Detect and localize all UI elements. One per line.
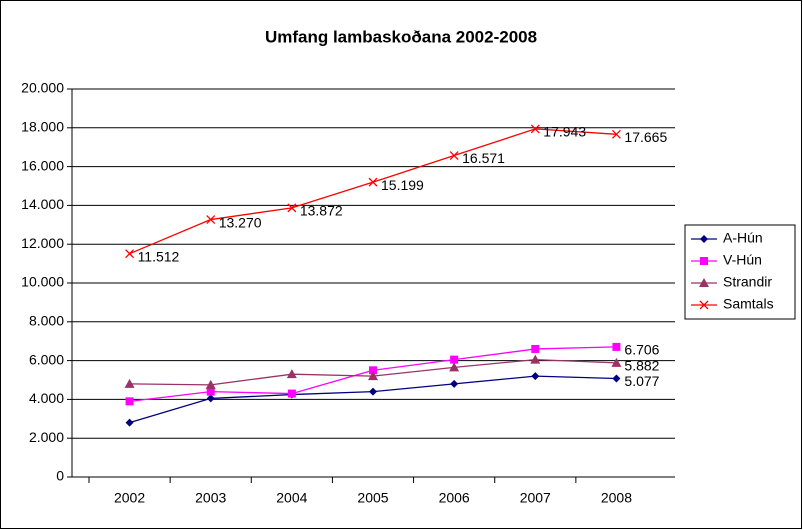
marker [700,257,708,265]
data-label: 15.199 [381,177,424,193]
marker [531,344,540,353]
data-label: 5.077 [624,373,659,389]
y-tick-label: 2.000 [29,429,64,445]
marker [287,389,296,398]
legend-label: Samtals [723,296,774,312]
y-tick-label: 14.000 [21,196,64,212]
x-tick-label: 2005 [357,490,388,506]
legend-label: V-Hún [723,252,762,268]
marker [286,369,297,379]
marker [612,342,621,351]
marker [368,177,378,187]
marker [449,151,459,160]
marker [287,203,297,213]
marker [206,215,216,225]
marker [530,124,540,134]
marker [369,366,377,375]
data-label: 16.571 [462,150,505,166]
data-label: 13.270 [219,214,262,230]
marker [125,418,134,427]
marker [206,394,215,403]
marker [125,397,134,406]
y-tick-label: 8.000 [29,313,64,329]
x-tick-label: 2004 [276,490,307,506]
x-tick-label: 2006 [439,490,470,506]
data-label: 11.512 [138,248,180,264]
marker [612,374,621,383]
y-tick-label: 4.000 [29,390,64,406]
y-tick-label: 6.000 [29,351,64,367]
marker [531,372,540,381]
marker [450,355,459,364]
y-tick-label: 20.000 [21,80,64,96]
marker [368,371,378,381]
y-tick-label: 10.000 [21,274,64,290]
data-label: 5.882 [624,358,659,374]
x-tick-label: 2008 [601,490,632,506]
data-label: 17.665 [624,129,667,145]
marker [530,354,541,364]
legend-label: A-Hún [723,230,763,246]
marker [611,129,621,139]
x-tick-label: 2002 [114,490,145,506]
y-tick-label: 16.000 [21,157,64,173]
legend-label: Strandir [723,274,772,290]
marker [125,249,135,259]
marker [450,379,459,388]
data-label: 6.706 [624,342,659,358]
marker [206,387,215,396]
y-tick-label: 12.000 [21,235,64,251]
chart-title: Umfang lambaskoðana 2002-2008 [265,27,537,46]
marker [700,235,708,243]
marker [699,300,709,310]
marker [611,357,622,367]
data-label: 17.943 [543,124,586,140]
marker [699,278,709,287]
x-tick-label: 2007 [520,490,551,506]
y-tick-label: 18.000 [21,119,64,135]
marker [124,378,135,388]
data-label: 13.872 [300,203,343,219]
y-tick-label: 0 [56,468,64,484]
x-tick-label: 2003 [195,490,226,506]
marker [369,387,377,396]
marker [205,379,216,389]
marker [449,362,460,372]
